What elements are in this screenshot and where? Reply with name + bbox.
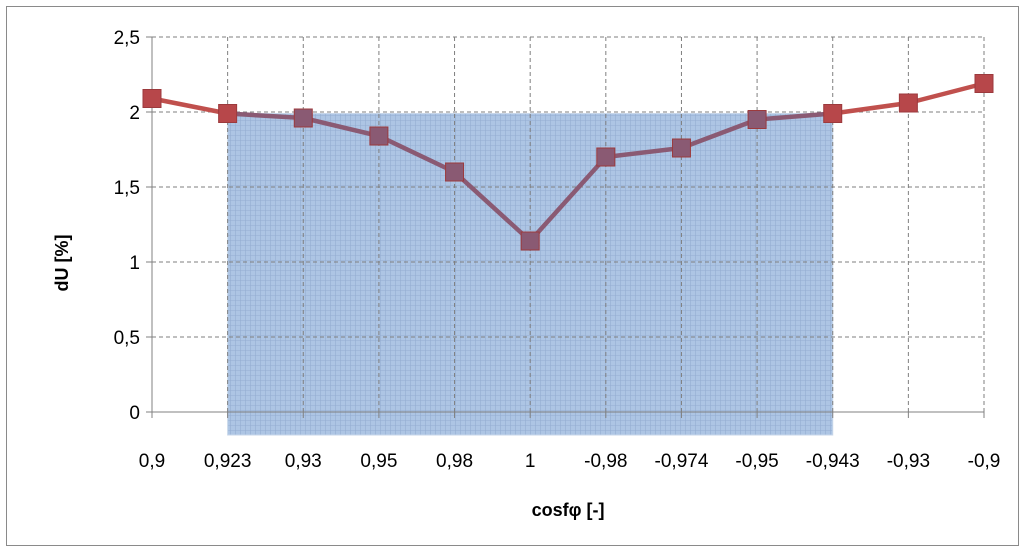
data-point-marker <box>520 231 540 251</box>
x-tick-label: -0,9 <box>968 451 1001 472</box>
series-segment <box>225 111 306 121</box>
x-tick-label: 0,923 <box>204 451 252 472</box>
x-tick-label: -0,95 <box>735 451 778 472</box>
series-segment <box>527 154 609 244</box>
data-point-marker <box>974 74 994 93</box>
data-point-marker <box>142 89 162 108</box>
y-tick-label: 1,5 <box>114 178 140 199</box>
y-tick-label: 0,5 <box>114 328 140 349</box>
series-segment <box>830 100 911 116</box>
y-tick-label: 1 <box>129 253 140 274</box>
x-tick-label: 0,95 <box>360 451 397 472</box>
y-tick-label: 2 <box>129 103 140 124</box>
x-tick-label: -0,98 <box>584 451 627 472</box>
series-segment <box>906 81 987 106</box>
data-point-marker <box>823 104 843 123</box>
x-tick-label: -0,974 <box>655 451 709 472</box>
x-tick-label: 0,9 <box>139 451 165 472</box>
data-point-marker <box>898 93 918 113</box>
series-segment <box>603 145 684 160</box>
data-point-marker <box>671 138 691 158</box>
data-point-marker <box>218 104 238 123</box>
x-tick-label: -0,93 <box>887 451 930 472</box>
series-segment <box>754 111 835 122</box>
x-tick-label: 0,98 <box>436 451 473 472</box>
series-segment <box>376 133 457 175</box>
x-tick-label: 0,93 <box>285 451 322 472</box>
series-segment <box>452 169 533 244</box>
series-segment <box>149 96 230 116</box>
data-point-marker <box>445 162 465 182</box>
x-tick-label: 1 <box>525 451 536 472</box>
data-point-marker <box>747 110 767 129</box>
data-point-marker <box>369 126 389 146</box>
x-tick-label: -0,943 <box>806 451 860 472</box>
highlight-region <box>227 113 834 436</box>
x-axis-title: cosfφ [-] <box>532 500 605 520</box>
y-tick-label: 0 <box>129 403 140 424</box>
y-tick-label: 2,5 <box>114 28 140 49</box>
series-segment <box>301 115 382 139</box>
data-point-marker <box>293 108 313 128</box>
data-point-marker <box>596 147 616 167</box>
series-segment <box>679 117 760 151</box>
y-axis-title: dU [%] <box>52 235 72 292</box>
